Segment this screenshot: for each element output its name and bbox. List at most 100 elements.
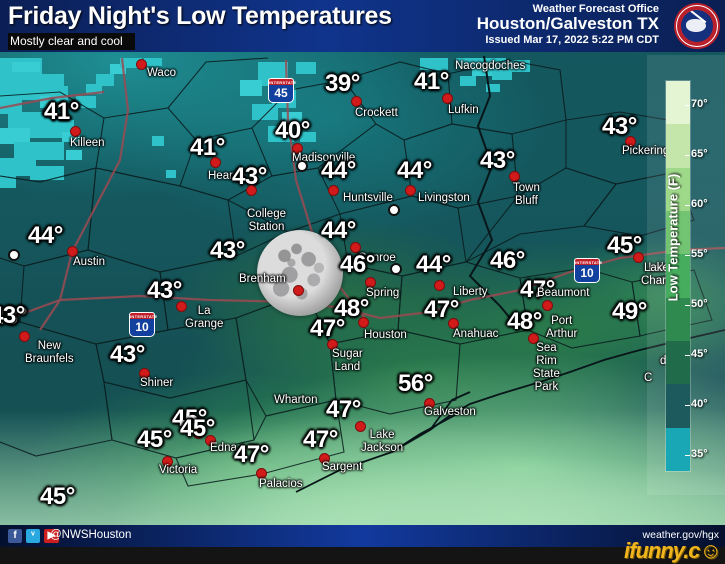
city-label: Killeen xyxy=(70,137,105,149)
city-label: Crockett xyxy=(355,107,398,119)
page-title: Friday Night's Low Temperatures xyxy=(8,2,392,30)
temperature-label: 48° xyxy=(507,308,542,335)
shield-route-label: INTERSTATE xyxy=(268,78,297,85)
legend-segment-5 xyxy=(666,297,690,341)
city-label: Huntsville xyxy=(343,192,393,204)
legend-tick: 50° xyxy=(685,298,708,310)
legend-segment-4 xyxy=(666,254,690,298)
station-dot xyxy=(19,331,30,342)
station-dot xyxy=(442,93,453,104)
station-dot xyxy=(542,300,553,311)
city-label: Brenham xyxy=(239,273,286,285)
temperature-label: 43° xyxy=(210,237,245,264)
temperature-label: 43° xyxy=(602,113,637,140)
temperature-label: 49° xyxy=(612,298,647,325)
station-dot xyxy=(67,246,78,257)
youtube-icon[interactable]: ▶ xyxy=(44,529,59,543)
city-label: Pickering xyxy=(622,145,670,157)
office-block: Weather Forecast Office Houston/Galvesto… xyxy=(429,3,659,46)
temperature-label: 43° xyxy=(480,147,515,174)
city-label: Hearne xyxy=(208,170,246,182)
station-dot xyxy=(70,126,81,137)
temperature-label: 43° xyxy=(110,341,145,368)
temperature-label: 44° xyxy=(321,157,356,184)
legend-tick: 35° xyxy=(685,448,708,460)
temperature-label: 44° xyxy=(321,217,356,244)
header-bar: Friday Night's Low Temperatures Weather … xyxy=(0,0,725,52)
twitter-icon[interactable]: ᵛ xyxy=(26,529,40,543)
city-label: Conroe xyxy=(358,252,396,264)
temperature-label: 45° xyxy=(172,405,207,432)
temperature-label: 43° xyxy=(0,302,25,329)
shield-number: 45 xyxy=(268,85,294,103)
city-label: Sugar Land xyxy=(332,348,363,373)
temperature-label: 44° xyxy=(397,157,432,184)
legend-segment-3 xyxy=(666,210,690,255)
legend-segment-1 xyxy=(666,124,690,168)
city-label: Shiner xyxy=(140,377,174,389)
legend-tick: 55° xyxy=(685,248,708,260)
marker-hollow xyxy=(296,160,308,172)
office-label: Weather Forecast Office xyxy=(532,3,659,15)
station-dot xyxy=(319,453,330,464)
bottom-bar xyxy=(0,547,725,564)
temperature-label: 47° xyxy=(520,276,555,303)
city-label: Victoria xyxy=(159,464,198,476)
marker-hollow xyxy=(388,204,400,216)
city-label: Port Arthur xyxy=(546,315,578,340)
legend-panel: Low Temperature (F) 70° 65° 60° 55° 50° 45° 40… xyxy=(647,55,725,495)
city-label: Wharton xyxy=(274,394,318,406)
facebook-icon[interactable]: f xyxy=(8,529,22,543)
legend-tick: 60° xyxy=(685,198,708,210)
temperature-label: 47° xyxy=(310,315,345,342)
moon-image xyxy=(257,230,343,316)
city-label: Sea Rim State Park xyxy=(533,342,560,393)
highway-shield-i10-west: INTERSTATE 10 xyxy=(129,312,157,337)
social-handle[interactable]: @NWSHouston xyxy=(50,529,132,541)
legend-segment-8 xyxy=(666,427,690,471)
station-dot xyxy=(358,317,369,328)
station-dot xyxy=(355,421,366,432)
station-dot xyxy=(328,185,339,196)
marker-hollow xyxy=(8,249,20,261)
station-dot xyxy=(509,171,520,182)
legend-axis-title: Low Temperature (F) xyxy=(665,173,681,302)
temperature-label: 41° xyxy=(414,68,449,95)
legend-tick: 45° xyxy=(685,348,708,360)
temperature-label: 40° xyxy=(275,117,310,144)
temperature-label: 43° xyxy=(0,303,27,330)
station-dot xyxy=(327,339,338,350)
city-label: Sargent xyxy=(322,461,363,473)
nws-logo-icon xyxy=(674,3,720,49)
temperature-label: 43° xyxy=(147,277,182,304)
legend-segment-2 xyxy=(666,167,690,211)
highway-shield-i10-east: INTERSTATE 10 xyxy=(574,258,602,283)
station-dot xyxy=(424,398,435,409)
station-dot xyxy=(448,318,459,329)
city-label: Waco xyxy=(147,67,176,79)
station-dot xyxy=(625,136,636,147)
city-label-partial: d xyxy=(660,355,667,367)
station-dot xyxy=(405,185,416,196)
page-subtitle: Mostly clear and cool xyxy=(8,33,135,50)
city-label: Austin xyxy=(73,256,105,268)
office-name: Houston/Galveston TX xyxy=(476,14,659,33)
station-dot xyxy=(633,252,644,263)
website-link[interactable]: weather.gov/hgx xyxy=(642,529,719,541)
temperature-label: 47° xyxy=(326,396,361,423)
city-label: Galveston xyxy=(424,406,476,418)
temperature-label: 45° xyxy=(40,483,75,510)
city-label: Nacogdoches xyxy=(455,60,526,72)
temperature-map[interactable]: INTERSTATE 45 INTERSTATE 10 INTERSTATE 10 41°… xyxy=(0,0,725,525)
temperature-label: 41° xyxy=(190,134,225,161)
station-dot xyxy=(205,435,216,446)
ifunny-watermark: ifunny.c☺ xyxy=(624,538,722,563)
legend-tick: 40° xyxy=(685,398,708,410)
station-dot xyxy=(256,468,267,479)
station-dot xyxy=(434,280,445,291)
legend-segment-0 xyxy=(666,81,690,125)
city-label: Madisonville xyxy=(292,152,356,164)
city-label: Town Bluff xyxy=(513,182,540,207)
shield-number: 10 xyxy=(574,265,600,283)
